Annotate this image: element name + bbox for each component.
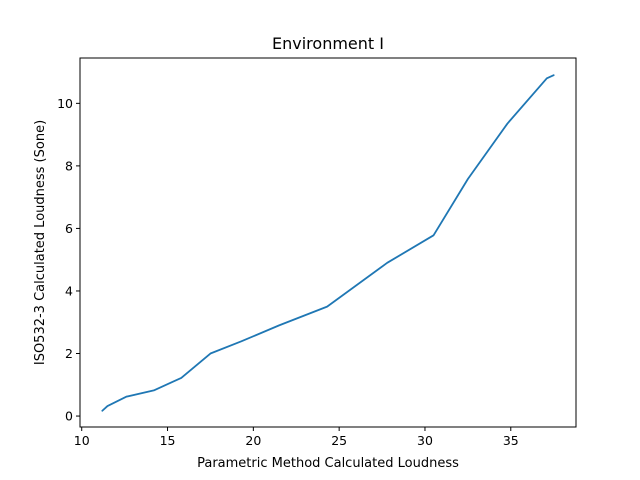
x-tick-label: 35 [503, 433, 519, 448]
y-tick-label: 10 [57, 96, 73, 111]
series-layer [101, 74, 555, 412]
y-axis: 0 2 4 6 8 10 [57, 96, 80, 424]
chart-title: Environment I [272, 34, 384, 53]
x-tick-label: 20 [245, 433, 261, 448]
plot-area: 10 15 20 25 30 35 0 2 4 6 8 10 [57, 57, 577, 448]
y-tick-label: 8 [65, 158, 73, 173]
x-axis-label: Parametric Method Calculated Loudness [197, 456, 459, 471]
x-tick-label: 10 [74, 433, 90, 448]
series-line-0 [101, 74, 555, 412]
y-tick-label: 0 [65, 409, 73, 424]
x-axis: 10 15 20 25 30 35 [74, 427, 519, 448]
plot-frame [79, 57, 577, 428]
x-tick-label: 15 [160, 433, 176, 448]
y-tick-label: 4 [65, 283, 73, 298]
y-tick-label: 6 [65, 221, 73, 236]
y-tick-label: 2 [65, 346, 73, 361]
x-tick-label: 30 [417, 433, 433, 448]
x-tick-label: 25 [331, 433, 347, 448]
y-axis-label: ISO532-3 Calculated Loudness (Sone) [33, 120, 48, 365]
